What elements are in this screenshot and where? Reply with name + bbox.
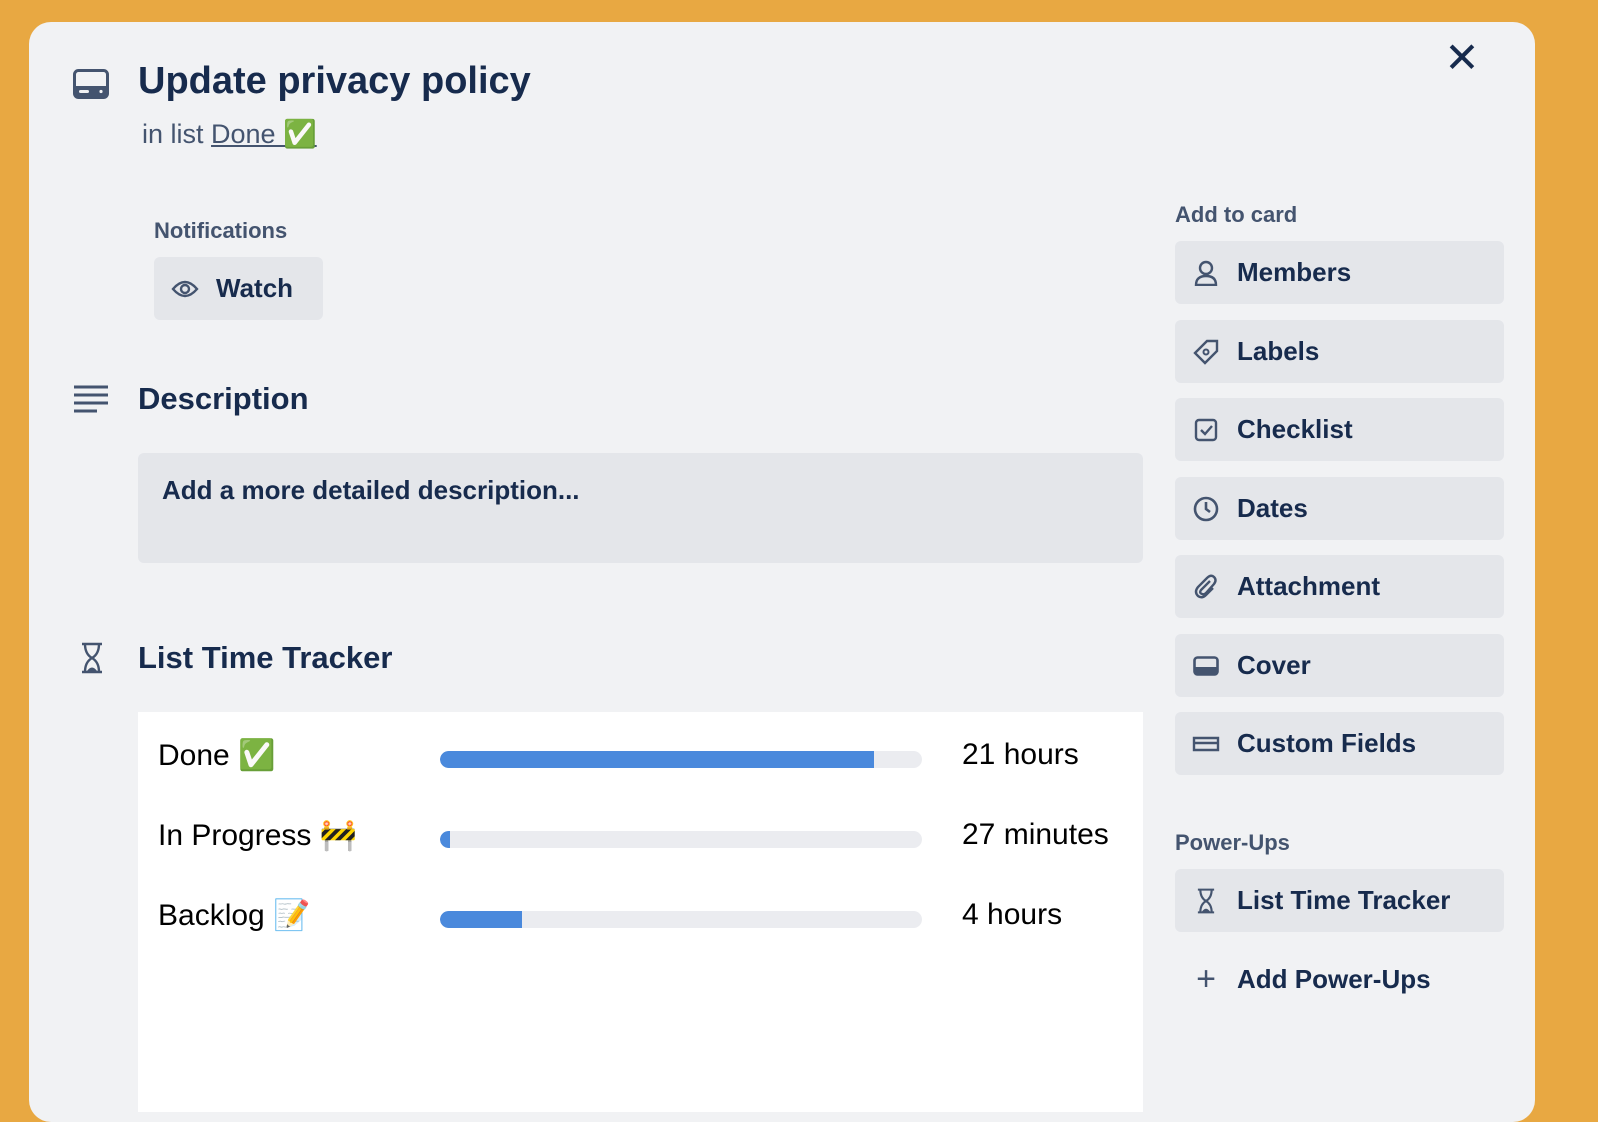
in-list-prefix: in list bbox=[142, 119, 204, 149]
time-bar-fill bbox=[440, 831, 450, 848]
clock-icon bbox=[1175, 496, 1237, 522]
checklist-label: Checklist bbox=[1237, 414, 1353, 444]
cover-button[interactable]: Cover bbox=[1175, 634, 1504, 697]
duration: 4 hours bbox=[962, 898, 1063, 931]
checklist-button[interactable]: Checklist bbox=[1175, 398, 1504, 461]
time-bar bbox=[440, 831, 922, 848]
tracker-row-done: Done ✅ 21 hours bbox=[138, 738, 1143, 778]
field-icon bbox=[1175, 735, 1237, 753]
duration: 27 minutes bbox=[962, 818, 1109, 851]
power-ups-label: Power-Ups bbox=[1175, 830, 1290, 855]
attachment-button[interactable]: Attachment bbox=[1175, 555, 1504, 618]
attachment-label: Attachment bbox=[1237, 571, 1381, 601]
list-name: In Progress 🚧 bbox=[158, 819, 358, 852]
close-icon[interactable]: ✕ bbox=[1444, 34, 1480, 81]
time-bar-fill bbox=[440, 751, 874, 768]
list-info: in list Done ✅ bbox=[142, 118, 317, 150]
time-bar bbox=[440, 751, 922, 768]
duration: 21 hours bbox=[962, 738, 1079, 771]
time-bar-fill bbox=[440, 911, 522, 928]
person-icon bbox=[1175, 260, 1237, 286]
dates-label: Dates bbox=[1237, 493, 1308, 523]
labels-label: Labels bbox=[1237, 336, 1320, 366]
cover-label: Cover bbox=[1237, 650, 1311, 680]
paperclip-icon bbox=[1175, 574, 1237, 600]
card-title[interactable]: Update privacy policy bbox=[138, 60, 531, 102]
description-icon bbox=[74, 385, 108, 413]
custom-fields-button[interactable]: Custom Fields bbox=[1175, 712, 1504, 775]
list-name: Backlog 📝 bbox=[158, 899, 311, 932]
list-time-tracker-label: List Time Tracker bbox=[1237, 885, 1451, 915]
list-time-tracker-button[interactable]: List Time Tracker bbox=[1175, 869, 1504, 932]
list-name: Done ✅ bbox=[158, 739, 276, 772]
custom-fields-label: Custom Fields bbox=[1237, 728, 1417, 758]
add-to-card-label: Add to card bbox=[1175, 202, 1298, 227]
watch-label: Watch bbox=[216, 273, 294, 303]
tracker-heading: List Time Tracker bbox=[138, 640, 393, 675]
tracker-panel: Done ✅ 21 hours In Progress 🚧 27 minutes… bbox=[138, 712, 1143, 1112]
members-label: Members bbox=[1237, 257, 1352, 287]
description-input[interactable]: Add a more detailed description... bbox=[138, 453, 1143, 563]
add-power-ups-label: Add Power-Ups bbox=[1237, 964, 1431, 994]
card-icon bbox=[73, 69, 109, 99]
hourglass-icon bbox=[1175, 888, 1237, 914]
checkbox-icon bbox=[1175, 418, 1237, 442]
plus-icon: + bbox=[1196, 960, 1216, 998]
members-button[interactable]: Members bbox=[1175, 241, 1504, 304]
list-link[interactable]: Done ✅ bbox=[211, 119, 317, 149]
tracker-row-in-progress: In Progress 🚧 27 minutes bbox=[138, 818, 1143, 858]
time-bar bbox=[440, 911, 922, 928]
description-heading: Description bbox=[138, 381, 309, 416]
tag-icon bbox=[1175, 339, 1237, 365]
cover-icon bbox=[1175, 655, 1237, 676]
labels-button[interactable]: Labels bbox=[1175, 320, 1504, 383]
watch-button[interactable]: Watch bbox=[154, 257, 323, 320]
notifications-label: Notifications bbox=[154, 218, 288, 243]
add-power-ups-button[interactable]: + Add Power-Ups bbox=[1175, 948, 1504, 1011]
eye-icon bbox=[154, 279, 216, 299]
tracker-row-backlog: Backlog 📝 4 hours bbox=[138, 898, 1143, 938]
hourglass-icon bbox=[82, 642, 102, 674]
dates-button[interactable]: Dates bbox=[1175, 477, 1504, 540]
